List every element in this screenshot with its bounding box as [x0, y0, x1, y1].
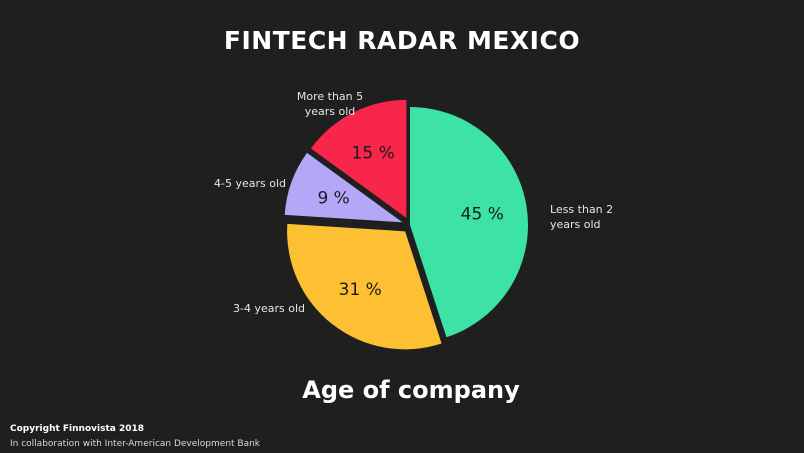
slice-value-label: 15 % [352, 144, 395, 164]
slice-category-label: 3-4 years old [233, 302, 305, 315]
chart-subtitle: Age of company [302, 376, 520, 404]
slice-value-label: 31 % [339, 280, 382, 300]
slice-value-label: 45 % [461, 205, 504, 225]
pie-slice-4-5-years-old [284, 152, 403, 223]
slice-category-label: Less than 2 years old [550, 203, 613, 231]
collaboration-text: In collaboration with Inter-American Dev… [10, 439, 261, 449]
slice-category-label: More than 5 years old [297, 90, 363, 118]
copyright-text: Copyright Finnovista 2018 [10, 424, 145, 434]
pie-slice-less-than-2-years-old [410, 107, 528, 338]
slice-category-label: 4-5 years old [214, 177, 286, 190]
pie-slice-more-than-5-years-old [310, 99, 407, 218]
slice-value-label: 9 % [317, 189, 349, 209]
page-title: FINTECH RADAR MEXICO [223, 26, 581, 55]
pie-slice-3-4-years-old [287, 223, 442, 350]
